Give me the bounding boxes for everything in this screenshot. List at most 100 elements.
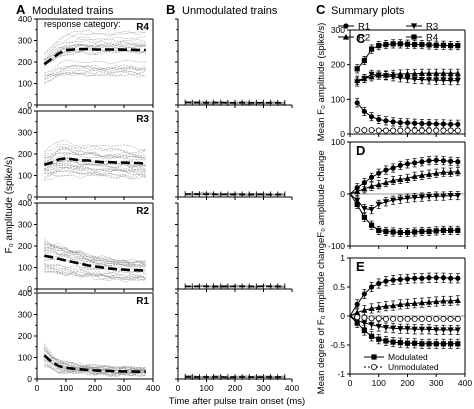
- unit-trace: [44, 271, 146, 281]
- marker-square: [383, 228, 389, 235]
- marker-square: [376, 227, 382, 233]
- marker-square: [440, 341, 447, 347]
- marker-square: [448, 227, 454, 233]
- marker-triangle-down: [368, 207, 375, 213]
- x-tick-label: 0: [35, 383, 40, 393]
- y-tick-label: -1: [337, 369, 345, 379]
- marker-square: [426, 341, 432, 347]
- marker-triangle-down: [361, 205, 368, 212]
- marker-circle: [376, 116, 382, 123]
- y-tick-label: -100: [328, 241, 345, 251]
- marker-triangle: [418, 172, 425, 178]
- marker-open-circle: [433, 315, 440, 322]
- marker-open-circle: [354, 126, 361, 133]
- unit-trace: [44, 43, 146, 65]
- marker-triangle-down: [447, 78, 454, 84]
- marker-triangle: [447, 70, 454, 76]
- marker-open-circle: [418, 315, 425, 322]
- marker-open-circle: [361, 314, 368, 321]
- marker-triangle-down: [447, 192, 454, 199]
- marker-triangle-down: [382, 199, 390, 205]
- marker-triangle: [404, 70, 411, 77]
- unit-trace: [44, 72, 146, 84]
- marker-square: [412, 229, 418, 235]
- marker-square: [397, 340, 403, 346]
- unit-trace: [44, 59, 146, 73]
- y-tick-label: 300: [331, 25, 345, 35]
- panel-a-letter: A: [16, 2, 26, 17]
- marker-triangle-down: [440, 77, 447, 84]
- unit-trace: [44, 47, 146, 65]
- unit-trace: [44, 360, 146, 377]
- legend-label: Unmodulated: [388, 362, 439, 372]
- y-tick-label: 100: [18, 171, 32, 181]
- x-tick-label: 0: [176, 383, 181, 393]
- unit-trace: [44, 266, 146, 280]
- marker-triangle-down: [375, 323, 382, 330]
- y-tick-label: 100: [18, 79, 32, 89]
- marker-square: [419, 341, 425, 347]
- unit-trace: [44, 243, 146, 268]
- marker-circle: [419, 159, 425, 165]
- marker-square: [426, 228, 432, 235]
- marker-open-circle: [411, 315, 418, 322]
- unit-trace: [44, 163, 146, 172]
- category-label: R1: [136, 296, 149, 307]
- marker-triangle-down: [454, 78, 461, 84]
- marker-triangle-down: [354, 79, 361, 86]
- mean-line: [43, 354, 146, 373]
- unit-trace: [44, 249, 146, 270]
- x-tick-label: 200: [228, 383, 242, 393]
- marker-square: [354, 66, 360, 72]
- legend-c: R1 R3 R2 R4: [338, 22, 438, 44]
- marker-circle: [368, 174, 375, 180]
- marker-triangle-down: [368, 71, 375, 78]
- marker-triangle-down: [382, 73, 390, 79]
- y-tick-label: 1: [340, 253, 345, 263]
- mean-line: [43, 156, 146, 167]
- marker-open-circle: [368, 127, 375, 134]
- unit-trace: [44, 49, 146, 65]
- marker-triangle-down: [433, 327, 440, 334]
- legend-label: R3: [426, 22, 438, 33]
- y-tick-label: 0: [27, 100, 32, 110]
- marker-triangle-down: [382, 325, 390, 331]
- y-tick-label: 200: [331, 60, 345, 70]
- marker-triangle: [447, 297, 454, 304]
- y-tick-label: 200: [18, 149, 32, 159]
- x-tick-label: 300: [117, 383, 131, 393]
- marker-triangle: [404, 175, 411, 181]
- marker-open-circle: [447, 315, 454, 322]
- marker-triangle: [404, 300, 411, 307]
- marker-circle: [390, 277, 396, 283]
- marker-open-circle: [447, 127, 454, 134]
- unit-trace: [44, 170, 146, 178]
- marker-square: [383, 41, 389, 48]
- y-tick-label: 100: [18, 263, 32, 273]
- x-tick-label: 200: [400, 378, 414, 388]
- unit-trace: [44, 151, 146, 163]
- marker-circle: [368, 114, 375, 120]
- marker-triangle: [425, 70, 433, 76]
- marker-triangle: [454, 297, 461, 303]
- y-tick-label: 400: [18, 198, 32, 208]
- y-tick-label: 300: [18, 220, 32, 230]
- chart-B_R2: [175, 202, 293, 292]
- marker-square: [411, 34, 417, 40]
- y-tick-label: 0: [340, 129, 345, 139]
- y-tick-label: 0: [27, 374, 32, 384]
- legend-label: Modulated: [388, 352, 428, 362]
- marker-triangle: [390, 302, 397, 309]
- category-label: R3: [136, 114, 149, 125]
- marker-open-circle: [370, 363, 377, 370]
- y-tick-label: 0: [340, 189, 345, 199]
- marker-circle: [426, 275, 432, 281]
- category-label: R2: [136, 206, 149, 217]
- marker-triangle-down: [418, 76, 425, 83]
- y-axis-label: F₀ amplitude (spike/s): [4, 157, 15, 254]
- y-tick-label: 300: [18, 36, 32, 46]
- marker-square: [440, 227, 447, 233]
- unit-trace: [44, 166, 146, 174]
- marker-circle: [383, 167, 389, 173]
- marker-circle: [404, 161, 411, 167]
